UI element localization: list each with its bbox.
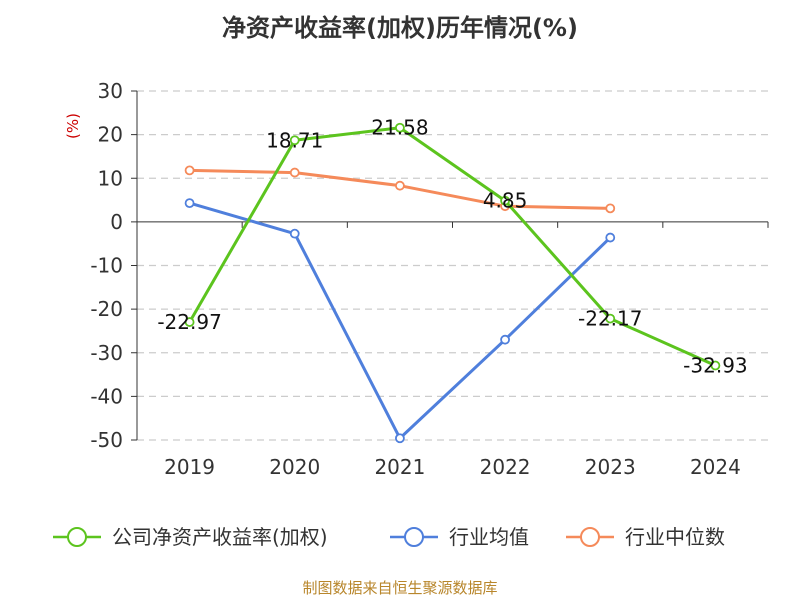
data-point[interactable] [289, 228, 300, 239]
data-point[interactable] [710, 360, 721, 371]
y-tick-label: -50 [90, 428, 123, 452]
data-point[interactable] [184, 317, 195, 327]
legend-item-2[interactable]: 行业中位数 [566, 525, 725, 549]
data-point[interactable] [184, 165, 195, 176]
legend-label: 公司净资产收益率(加权) [112, 525, 328, 549]
legend-item-0[interactable]: 公司净资产收益率(加权) [53, 525, 328, 549]
data-label: 4.85 [483, 189, 528, 213]
legend-marker-icon [67, 527, 87, 547]
legend-marker-icon [404, 527, 424, 547]
data-point[interactable] [289, 167, 300, 178]
x-tick-label: 2024 [690, 455, 741, 479]
y-tick-label: -30 [90, 341, 123, 365]
y-tick-label: 20 [98, 123, 123, 147]
legend-label: 行业均值 [449, 525, 529, 549]
x-tick-label: 2023 [585, 455, 636, 479]
data-point[interactable] [605, 313, 616, 324]
x-tick-label: 2021 [374, 455, 425, 479]
x-tick-label: 2020 [269, 455, 320, 479]
data-point[interactable] [395, 122, 405, 133]
y-tick-label: -40 [90, 384, 123, 408]
data-point[interactable] [605, 232, 616, 243]
y-tick-label: 10 [98, 166, 123, 190]
legend-item-1[interactable]: 行业均值 [390, 525, 529, 549]
data-label: -22.97 [157, 310, 221, 334]
data-point[interactable] [395, 180, 405, 191]
legend-label: 行业中位数 [625, 525, 725, 549]
data-label: -22.17 [578, 307, 642, 331]
data-point[interactable] [500, 195, 510, 206]
y-axis-unit: (%) [64, 113, 82, 139]
y-tick-label: 30 [98, 79, 123, 103]
data-point[interactable] [605, 203, 616, 214]
legend-marker-icon [580, 527, 600, 547]
data-label: 21.58 [371, 116, 428, 140]
data-labels: -22.97 18.71 21.58 4.85 -22.17 -32.93 [157, 116, 747, 378]
axes: 30 20 10 0 -10 -20 -30 -40 -50 2019 2020 2021 2022 20… [90, 79, 769, 479]
y-tick-label: -10 [90, 254, 123, 278]
y-tick-label: 0 [110, 210, 123, 234]
data-point[interactable] [289, 135, 300, 146]
chart-title: 净资产收益率(加权)历年情况(%) [222, 14, 578, 42]
y-tick-label: -20 [90, 297, 123, 321]
data-label: 18.71 [266, 128, 323, 152]
x-tick-label: 2022 [480, 455, 531, 479]
data-point[interactable] [395, 433, 405, 444]
data-point[interactable] [184, 198, 195, 209]
series-line-0 [188, 126, 717, 367]
x-tick-label: 2019 [164, 455, 215, 479]
source-note: 制图数据来自恒生聚源数据库 [302, 579, 497, 597]
legend[interactable]: 公司净资产收益率(加权) 行业均值 行业中位数 [53, 525, 725, 549]
series-lines [184, 122, 721, 444]
data-label: -32.93 [683, 354, 747, 378]
grid-lines [137, 90, 768, 441]
series-line-1 [189, 201, 612, 440]
data-point[interactable] [500, 334, 510, 345]
